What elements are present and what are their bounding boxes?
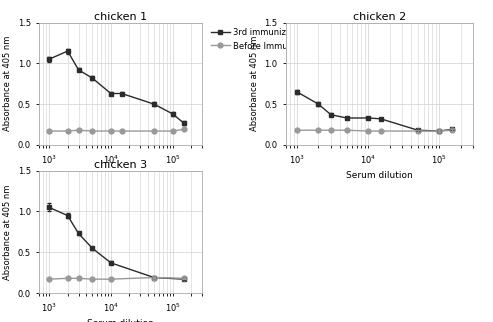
Before Immunization	[294, 128, 300, 132]
3rd immunization	[294, 90, 300, 94]
3rd immunization	[75, 232, 81, 235]
Before Immunization	[75, 276, 81, 280]
Title: chicken 1: chicken 1	[94, 12, 147, 22]
Before Immunization	[108, 277, 114, 281]
Before Immunization	[378, 129, 384, 133]
Line: 3rd immunization: 3rd immunization	[46, 49, 186, 125]
Before Immunization	[180, 128, 186, 131]
3rd immunization	[436, 129, 442, 133]
3rd immunization	[365, 116, 371, 120]
3rd immunization	[151, 102, 157, 106]
Line: 3rd immunization: 3rd immunization	[294, 90, 454, 133]
3rd immunization	[449, 128, 455, 131]
3rd immunization	[89, 246, 95, 250]
3rd immunization	[89, 76, 95, 80]
3rd immunization	[119, 91, 125, 95]
Before Immunization	[436, 129, 442, 133]
Before Immunization	[65, 129, 70, 133]
3rd immunization	[75, 68, 81, 72]
Line: Before Immunization: Before Immunization	[46, 275, 186, 281]
3rd immunization	[344, 116, 350, 120]
3rd immunization	[46, 57, 52, 61]
3rd immunization	[180, 277, 186, 281]
3rd immunization	[151, 276, 157, 279]
Before Immunization	[46, 129, 52, 133]
Title: chicken 3: chicken 3	[94, 160, 147, 170]
Before Immunization	[46, 277, 52, 281]
Before Immunization	[89, 129, 95, 133]
3rd immunization	[65, 49, 70, 53]
3rd immunization	[316, 102, 321, 106]
X-axis label: Serum dilution: Serum dilution	[87, 319, 154, 322]
3rd immunization	[108, 91, 114, 95]
3rd immunization	[328, 113, 334, 117]
3rd immunization	[180, 121, 186, 125]
Line: 3rd immunization: 3rd immunization	[46, 205, 186, 281]
3rd immunization	[65, 213, 70, 217]
Before Immunization	[119, 129, 125, 133]
Y-axis label: Absorbance at 405 nm: Absorbance at 405 nm	[250, 36, 259, 131]
Before Immunization	[75, 128, 81, 132]
Before Immunization	[151, 276, 157, 279]
Before Immunization	[108, 129, 114, 133]
Y-axis label: Absorbance at 405 nm: Absorbance at 405 nm	[3, 36, 12, 131]
Before Immunization	[328, 128, 334, 132]
Before Immunization	[151, 129, 157, 133]
Y-axis label: Absorbance at 405 nm: Absorbance at 405 nm	[3, 184, 12, 279]
3rd immunization	[415, 128, 421, 132]
Before Immunization	[180, 276, 186, 280]
3rd immunization	[170, 112, 176, 116]
Before Immunization	[170, 129, 176, 133]
X-axis label: Serum dilution: Serum dilution	[346, 171, 413, 180]
Before Immunization	[365, 129, 371, 133]
Line: Before Immunization: Before Immunization	[46, 127, 186, 133]
3rd immunization	[108, 261, 114, 265]
Title: chicken 2: chicken 2	[353, 12, 406, 22]
Before Immunization	[344, 128, 350, 132]
Legend: 3rd immunization, Before Immunization: 3rd immunization, Before Immunization	[210, 27, 322, 52]
3rd immunization	[378, 117, 384, 121]
Before Immunization	[316, 128, 321, 132]
Line: Before Immunization: Before Immunization	[294, 128, 454, 133]
X-axis label: Serum dilution: Serum dilution	[87, 171, 154, 180]
Before Immunization	[415, 129, 421, 133]
3rd immunization	[46, 205, 52, 209]
Before Immunization	[65, 276, 70, 280]
Before Immunization	[449, 128, 455, 132]
Before Immunization	[89, 277, 95, 281]
